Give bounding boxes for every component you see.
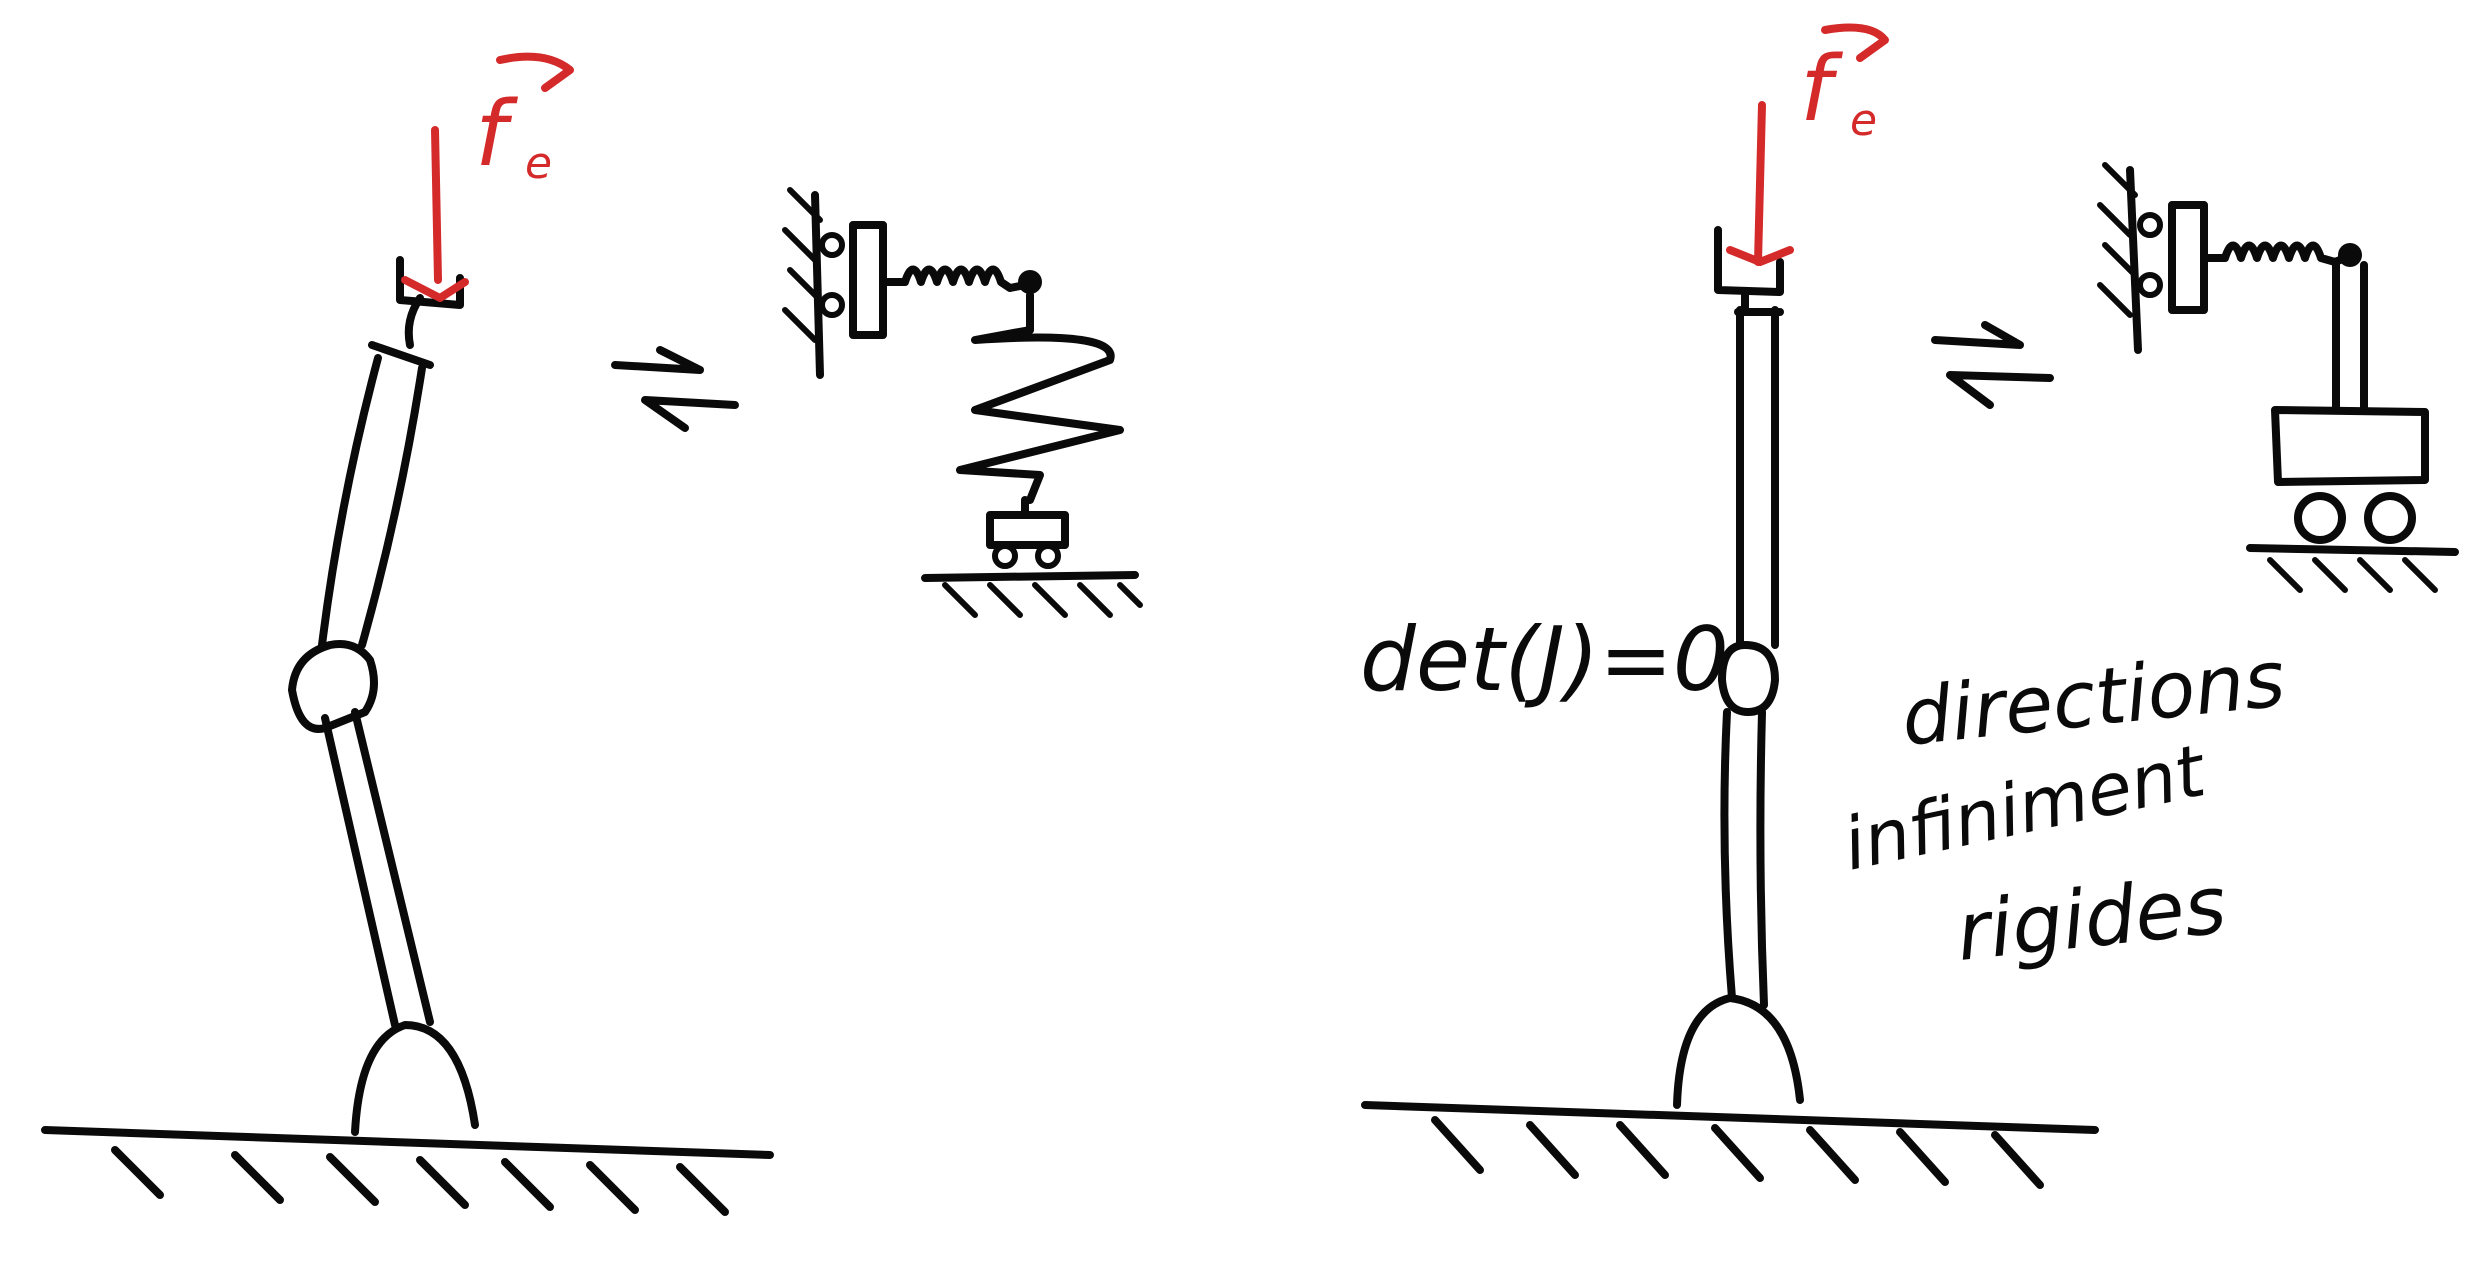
left-wall-support (782, 187, 887, 379)
left-cart-ground (921, 571, 1143, 618)
left-lower-link (321, 708, 434, 1029)
left-vertical-spring (956, 326, 1124, 504)
left-equivalence-arrows (611, 346, 739, 432)
right-horizontal-spring (2200, 241, 2349, 266)
right-block-wheels (2294, 492, 2416, 544)
left-panel: f e (41, 52, 1143, 1216)
left-upper-link (318, 354, 426, 649)
left-cart (986, 496, 1069, 569)
left-ground (41, 1126, 774, 1216)
right-equivalence-arrows (1931, 321, 2054, 409)
right-force-label: f (1800, 37, 1844, 142)
right-base-joint (1673, 994, 1804, 1109)
right-lower-link (1720, 708, 1768, 1009)
right-rigid-link (2332, 261, 2368, 414)
left-base-joint (351, 1021, 479, 1136)
annotation-line-rigides: rigides (1952, 858, 2230, 979)
right-ground (1361, 1101, 2099, 1189)
right-force-subscript: e (1850, 95, 1877, 146)
right-force-arrow (1726, 101, 1794, 266)
left-force-arrow (401, 126, 469, 302)
right-block (2271, 406, 2429, 486)
left-spring-node (1018, 270, 1042, 294)
right-upper-link (1736, 306, 1779, 649)
right-block-ground (2246, 544, 2459, 593)
singularity-label: det(J)=0 (1360, 608, 1729, 711)
right-panel: f e det(J)=0 directions infiniment rigid… (1360, 23, 2459, 1189)
right-end-effector (1714, 226, 1784, 296)
right-spring-node (2338, 243, 2362, 267)
left-elbow-joint (288, 640, 378, 733)
left-force-subscript: e (525, 138, 552, 189)
annotation-line-infiniment: infiniment (1836, 728, 2214, 887)
annotation-line-directions: directions (1898, 634, 2289, 764)
left-force-vector-mark (496, 52, 574, 92)
right-elbow-joint (1718, 641, 1779, 716)
left-end-effector (396, 256, 464, 309)
right-wall-support (2097, 162, 2208, 354)
right-force-vector-mark (1821, 23, 1889, 62)
left-horizontal-spring (879, 265, 1029, 292)
left-force-label: f (475, 82, 519, 187)
